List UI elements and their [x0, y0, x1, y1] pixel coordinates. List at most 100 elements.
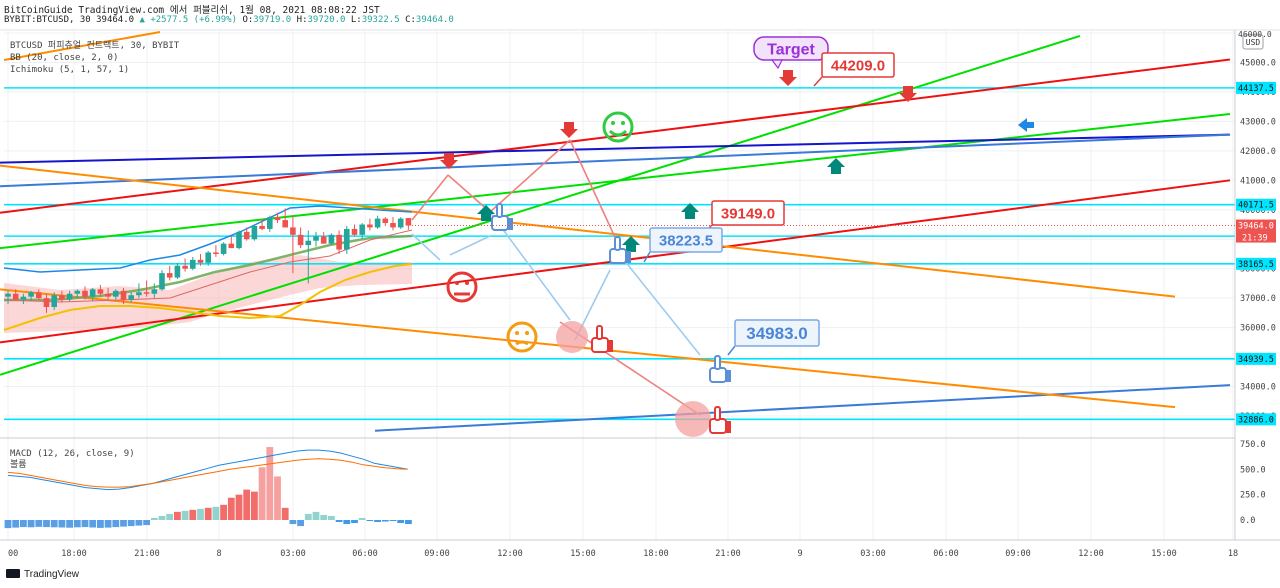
candle-body	[390, 223, 396, 228]
face-eye	[515, 331, 519, 335]
macd-bar	[197, 508, 204, 520]
face-mouth	[515, 340, 529, 346]
axes: USD46000.045000.044000.043000.042000.041…	[0, 29, 1280, 559]
hand-palm	[709, 367, 727, 383]
candle-body	[136, 292, 142, 296]
trendline-5	[0, 133, 1231, 188]
countdown-tag: 21:39	[1242, 234, 1268, 244]
path-to-620	[569, 139, 621, 249]
tradingview-logo-icon	[6, 569, 20, 578]
left-arrow-icon	[1018, 118, 1034, 132]
price-label-39149: 39149.0	[711, 200, 785, 226]
macd-bar	[158, 515, 166, 520]
up-arrow-icon	[477, 205, 495, 221]
macd-bar	[143, 520, 150, 526]
candle-body	[151, 289, 158, 294]
macd-bar	[389, 520, 397, 522]
high-value: 39720.0	[307, 15, 346, 25]
hand-palm	[709, 418, 727, 434]
macd-bar	[274, 476, 281, 520]
hand-cuff	[608, 340, 613, 352]
low-label: L:	[350, 15, 362, 25]
macd-legend: MACD (12, 26, close, 9) 볼륨	[10, 449, 135, 471]
ichimoku-lagging	[3, 229, 413, 303]
candle-body	[405, 218, 412, 226]
time-tick-label: 06:00	[933, 549, 959, 559]
level-tag-bg	[1236, 413, 1276, 426]
bpath-5	[619, 254, 701, 356]
currency-box	[1242, 34, 1264, 50]
last-price-tag-bg	[1236, 219, 1276, 232]
macd-bar	[189, 509, 197, 520]
macd-bar	[181, 510, 189, 520]
candle-body	[228, 243, 235, 249]
time-tick-label: 21:00	[715, 549, 741, 559]
candle-body	[320, 236, 327, 244]
ichimoku-cloud-fill	[4, 255, 412, 333]
time-tick-label: 15:00	[570, 549, 596, 559]
pointing-hand-icon	[591, 325, 613, 353]
price-label-34983-bg	[734, 319, 820, 347]
macd-bar	[258, 467, 266, 520]
down-arrow-icon	[440, 153, 458, 169]
macd-bar	[174, 511, 181, 520]
macd-bar	[58, 520, 66, 528]
low-value: 39322.5	[361, 15, 400, 25]
signal-line	[7, 458, 408, 488]
candle-body	[367, 224, 373, 228]
price-label-38223-text: 38223.5	[659, 232, 713, 249]
target-callout-bg	[753, 36, 829, 61]
bpath-2	[449, 235, 491, 256]
down-arrow-icon	[899, 86, 917, 102]
hand-cuff	[626, 251, 631, 263]
macd-bar	[150, 517, 158, 520]
candle-body	[20, 296, 27, 300]
candle-body	[59, 295, 65, 300]
price-tick-label: 36000.0	[1240, 324, 1276, 334]
up-arrow-icon	[681, 203, 699, 219]
macd-title: MACD (12, 26, close, 9)	[10, 449, 135, 459]
macd-bar	[135, 520, 143, 526]
macd-bar	[397, 520, 405, 524]
candle-body	[190, 259, 196, 269]
macd-bar	[4, 520, 12, 529]
countdown-tag-bg	[1236, 231, 1276, 243]
price-label-34983: 34983.0	[734, 319, 820, 347]
candle-body	[274, 217, 281, 221]
candle-body	[12, 293, 19, 300]
worried-face-icon	[506, 321, 538, 353]
candle-body	[166, 273, 173, 278]
time-tick-label: 06:00	[352, 549, 378, 559]
target-dot	[675, 401, 711, 437]
macd-bar	[81, 520, 89, 528]
candle-body	[174, 265, 181, 278]
hand-cuff	[508, 218, 513, 230]
candle-body	[82, 290, 88, 297]
price-label-38223: 38223.5	[649, 227, 723, 253]
macd-bar	[312, 511, 320, 520]
trendline-6	[374, 384, 1231, 432]
hand-finger	[714, 406, 721, 421]
level-tag-40171.5: 40171.5	[1238, 201, 1274, 211]
price-label-44209: 44209.0	[821, 52, 895, 78]
target-dot	[556, 321, 588, 353]
face-outline	[506, 321, 538, 353]
symbol-label: BYBIT:BTCUSD, 30	[4, 15, 91, 25]
macd-bar	[166, 513, 174, 520]
macd-bar	[405, 520, 412, 525]
candle-body	[97, 289, 104, 294]
trendline-8	[0, 288, 1176, 409]
trendline-1	[0, 113, 1231, 250]
macd-bar	[66, 520, 73, 528]
macd-bar	[381, 520, 389, 522]
trendline-stub	[3, 31, 161, 61]
down-arrow-icon	[779, 70, 797, 86]
candle-body	[282, 220, 288, 228]
happy-face-icon	[602, 111, 634, 143]
time-tick-label: 18:00	[61, 549, 87, 559]
macd-line	[7, 449, 408, 491]
trendline-3	[0, 58, 1231, 214]
candle-body	[105, 293, 111, 297]
level-tag-bg	[1236, 198, 1276, 211]
